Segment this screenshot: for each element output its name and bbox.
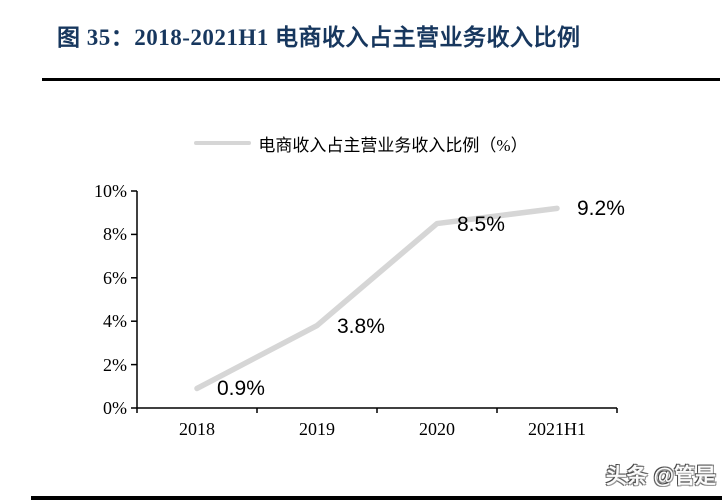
x-axis-tick-label: 2018 — [179, 419, 215, 439]
x-axis-tick-label: 2021H1 — [528, 419, 586, 439]
data-point-label: 3.8% — [337, 314, 385, 338]
legend-series-label: 电商收入占主营业务收入比例（%） — [258, 135, 528, 155]
x-axis-tick-label: 2020 — [419, 419, 455, 439]
line-chart: 0% 2% 4% 6% 8% 10% 2018 2019 2020 2021H1 0.9% 3.8… — [0, 170, 722, 460]
y-axis-tick-label: 2% — [103, 354, 127, 375]
x-axis-tick-label: 2019 — [299, 419, 335, 439]
watermark: 头条 @管是 — [605, 465, 716, 488]
y-axis-tick-label: 10% — [94, 181, 127, 201]
y-axis-tick-label: 6% — [103, 267, 127, 288]
data-point-label: 0.9% — [217, 377, 265, 401]
title-divider — [42, 78, 720, 81]
bottom-divider — [31, 496, 722, 500]
y-axis-tick-label: 8% — [103, 224, 127, 245]
y-axis-tick-label: 4% — [103, 311, 127, 332]
chart-plot-area — [131, 190, 618, 413]
chart-legend: 电商收入占主营业务收入比例（%） — [0, 131, 722, 155]
data-point-label: 8.5% — [457, 212, 505, 236]
y-axis-tick-label: 0% — [103, 398, 127, 418]
legend-line-marker — [194, 141, 252, 145]
figure-title: 图 35：2018-2021H1 电商收入占主营业务收入比例 — [57, 25, 581, 50]
series-line — [194, 205, 560, 392]
data-point-label: 9.2% — [577, 197, 625, 221]
